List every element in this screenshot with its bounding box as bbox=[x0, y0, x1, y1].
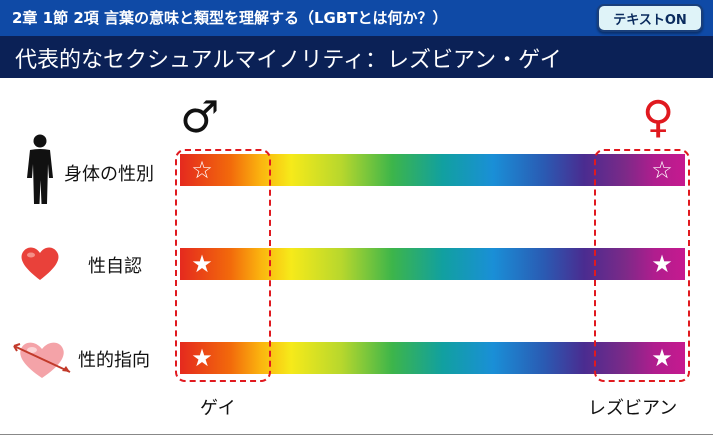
slide-title-bar: 代表的なセクシュアルマイノリティ：レズビアン・ゲイ bbox=[0, 36, 713, 78]
header-title: 2章 1節 2項 言葉の意味と類型を理解する（LGBTとは何か？） bbox=[12, 9, 448, 27]
star-icon: ★ bbox=[651, 344, 673, 372]
label-gay: ゲイ bbox=[200, 398, 236, 419]
row-label-body-sex: 身体の性別 bbox=[64, 164, 154, 185]
star-icon: ★ bbox=[191, 344, 213, 372]
label-lesbian: レズビアン bbox=[588, 398, 678, 419]
heart-icon bbox=[20, 246, 60, 282]
star-outline-icon: ☆ bbox=[191, 156, 213, 184]
spectrum-bar-gender-identity bbox=[180, 248, 685, 280]
star-icon: ★ bbox=[651, 250, 673, 278]
heart-arrow-icon bbox=[10, 338, 74, 382]
female-symbol: ♀ bbox=[642, 92, 675, 143]
slide-title: 代表的なセクシュアルマイノリティ：レズビアン・ゲイ bbox=[15, 48, 562, 73]
row-label-sexual-orientation: 性的指向 bbox=[78, 350, 150, 371]
star-outline-icon: ☆ bbox=[651, 156, 673, 184]
row-label-gender-identity: 性自認 bbox=[88, 256, 142, 277]
spectrum-bar-body-sex bbox=[180, 154, 685, 186]
lesbian-highlight-box bbox=[594, 149, 690, 382]
footer-divider bbox=[0, 434, 713, 435]
spectrum-bar-sexual-orientation bbox=[180, 342, 685, 374]
human-figure-icon bbox=[22, 134, 58, 206]
male-symbol: ♂ bbox=[180, 92, 220, 143]
gay-highlight-box bbox=[175, 149, 271, 382]
star-icon: ★ bbox=[191, 250, 213, 278]
text-on-button[interactable]: テキストON bbox=[597, 4, 703, 32]
header-bar: 2章 1節 2項 言葉の意味と類型を理解する（LGBTとは何か？） bbox=[0, 0, 713, 36]
